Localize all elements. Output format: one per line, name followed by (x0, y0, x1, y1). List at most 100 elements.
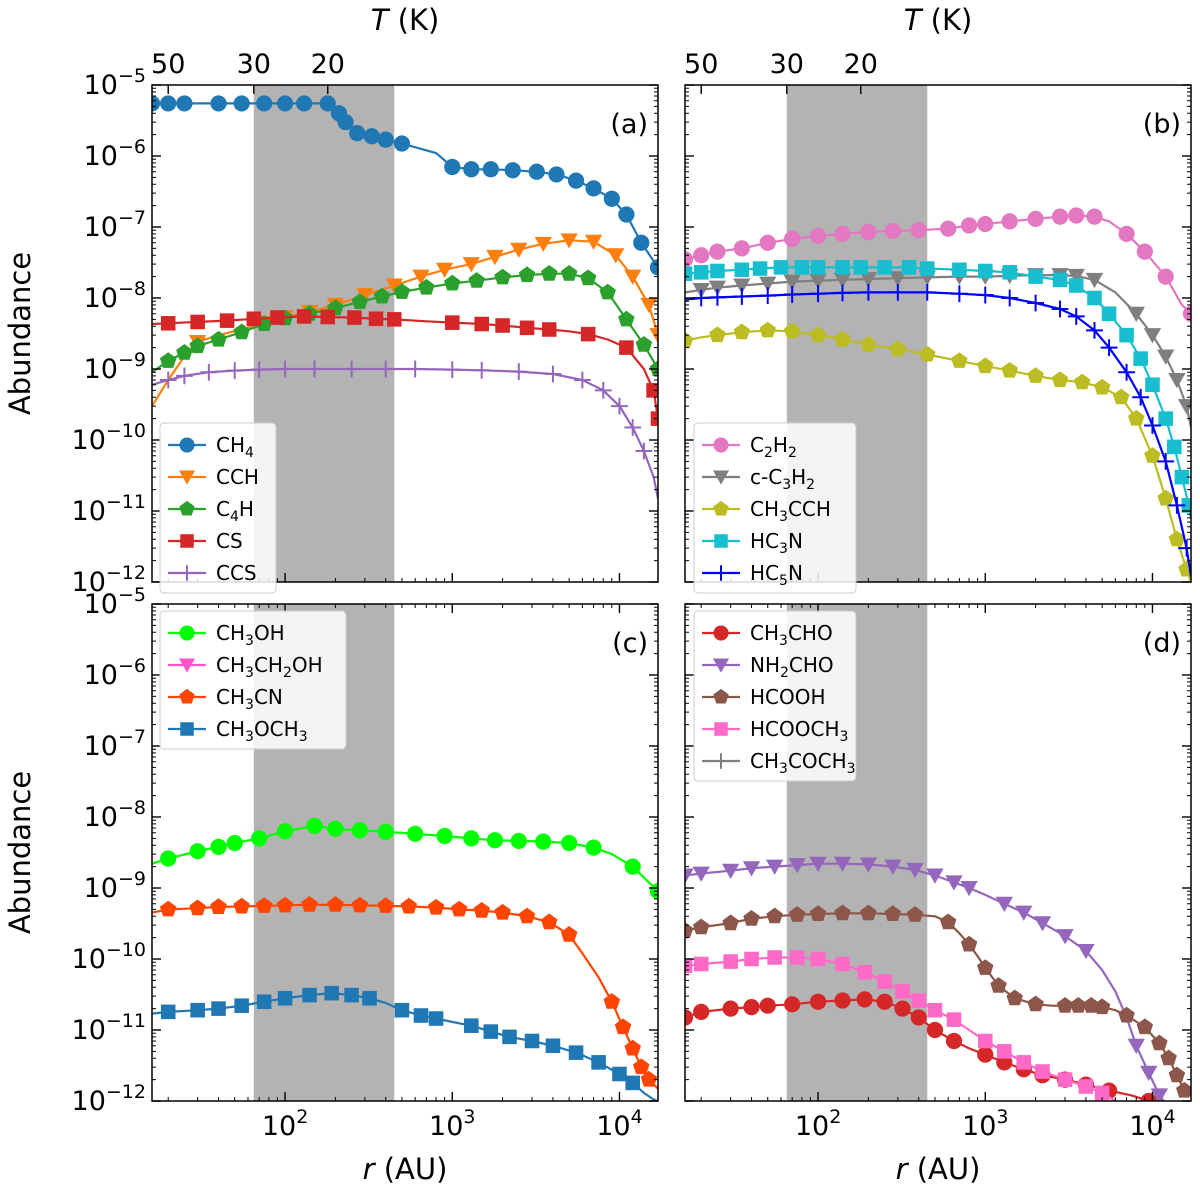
data-point (759, 234, 776, 251)
x-tick-label: 104 (1129, 1106, 1175, 1142)
data-point (833, 856, 852, 872)
data-point (1168, 530, 1186, 547)
data-point (255, 897, 273, 913)
data-point (502, 1029, 517, 1045)
data-point (541, 913, 558, 930)
data-point (226, 362, 244, 379)
data-point (210, 898, 227, 914)
data-point (1051, 371, 1069, 387)
data-point (464, 1018, 479, 1033)
data-point (518, 907, 536, 924)
data-point (377, 360, 395, 378)
data-point (977, 959, 994, 975)
panel-d: 102 103 104 (d) r (AU) CH3CHO NH2CHO HCOOH HCOOC… (684, 603, 1192, 1186)
data-point (1150, 1088, 1169, 1101)
data-point (190, 314, 205, 330)
data-point (387, 312, 402, 327)
data-point (482, 161, 499, 178)
data-point (895, 984, 910, 999)
plot-area (152, 95, 658, 499)
data-point (349, 125, 366, 142)
data-point (444, 274, 461, 291)
top-tick-label: 30 (237, 49, 271, 80)
data-point (159, 352, 177, 368)
data-point (1127, 306, 1145, 322)
series-HC3N (685, 260, 1191, 519)
data-point (693, 1003, 710, 1020)
legend-item: CH3CCH (702, 497, 831, 525)
data-point (561, 834, 578, 852)
data-point (624, 1039, 641, 1056)
series-line (685, 862, 1165, 1101)
data-point (619, 340, 634, 355)
data-point (1027, 294, 1044, 312)
data-point (708, 280, 727, 296)
data-point (759, 321, 776, 338)
data-point (624, 858, 641, 875)
y-tick-label: 10−9 (84, 349, 146, 385)
data-point (939, 913, 957, 930)
data-point (1118, 1006, 1135, 1023)
data-point (603, 993, 621, 1009)
data-point (210, 330, 227, 347)
data-point (877, 974, 892, 989)
data-point (1006, 989, 1023, 1006)
data-point (189, 843, 206, 860)
data-point (1070, 997, 1087, 1013)
data-point (368, 311, 384, 327)
data-point (534, 236, 552, 253)
data-point (692, 289, 710, 307)
legend-label: CH4 (216, 433, 254, 461)
data-point (296, 309, 312, 324)
data-point (624, 419, 642, 436)
data-point (607, 248, 625, 264)
data-point (1082, 997, 1100, 1013)
y-tick-label: 10−6 (84, 655, 146, 691)
data-point (884, 859, 902, 875)
data-point (1158, 411, 1173, 426)
data-point (518, 266, 536, 283)
data-point (859, 857, 878, 873)
y-tick-label: 10−12 (72, 1081, 146, 1117)
data-point (723, 954, 738, 969)
data-point (783, 322, 801, 339)
legend-item: c-C3H2 (702, 465, 815, 493)
data-point (646, 383, 658, 398)
series-CH3OH (152, 817, 658, 900)
data-point (560, 233, 578, 249)
data-point (766, 907, 783, 924)
data-point (250, 361, 268, 379)
data-point (510, 832, 527, 850)
data-point (945, 1032, 963, 1050)
data-point (1174, 469, 1190, 485)
data-point (160, 850, 177, 867)
data-point (901, 260, 917, 275)
data-point (443, 361, 461, 379)
data-point (734, 262, 750, 278)
data-point (721, 863, 740, 879)
plot-area (685, 856, 1191, 1101)
data-point (612, 1066, 627, 1082)
data-point (860, 904, 877, 921)
data-point (1052, 272, 1068, 288)
series-CH3OCH3 (152, 985, 658, 1101)
legend-label: CH3OH (216, 621, 285, 649)
data-point (319, 95, 336, 112)
data-point (535, 833, 552, 850)
data-point (351, 822, 368, 839)
series-CH4 (152, 95, 658, 276)
data-point (860, 283, 877, 301)
data-point (614, 1018, 632, 1035)
data-point (910, 1009, 927, 1026)
x-tick-label: 102 (262, 1106, 308, 1142)
x-tick-label: 103 (962, 1106, 1008, 1142)
data-point (1145, 377, 1160, 393)
data-point (784, 996, 801, 1013)
data-point (1118, 225, 1135, 243)
data-point (685, 266, 693, 281)
data-point (1136, 243, 1153, 260)
data-point (693, 247, 710, 264)
data-point (889, 340, 907, 357)
legend-marker (713, 625, 729, 641)
data-point (743, 999, 760, 1016)
